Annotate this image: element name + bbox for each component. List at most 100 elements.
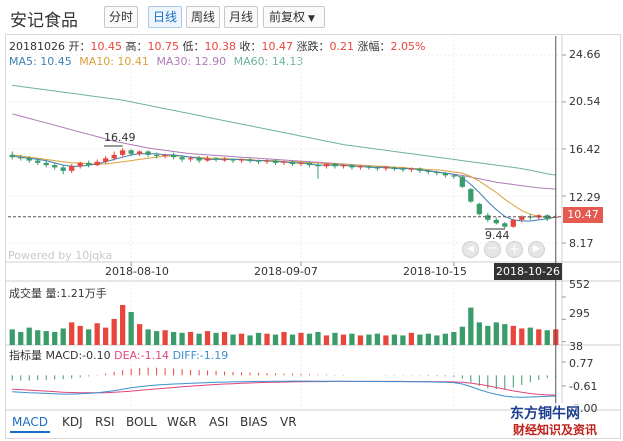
tab-daily[interactable]: 日线 (148, 6, 182, 28)
candle (408, 167, 415, 172)
change-value: 0.21 (329, 40, 355, 53)
volume-bar (170, 331, 177, 345)
candle-body (417, 168, 423, 171)
low-value: 10.38 (204, 40, 237, 53)
indicator-tab-bias[interactable]: BIAS (240, 415, 268, 429)
volume-bar (213, 332, 219, 345)
volume-bar (179, 332, 185, 345)
candle (400, 167, 406, 172)
cursor-date-label: 2018-10-26 (494, 263, 562, 280)
active-indicator-underline (10, 431, 50, 433)
close-label: 收： (239, 40, 262, 53)
indicator-tab-kdj[interactable]: KDJ (62, 415, 83, 429)
candle (485, 213, 491, 223)
indicator-tab-rsi[interactable]: RSI (95, 415, 115, 429)
volume-bar (264, 333, 270, 345)
candle (128, 149, 134, 157)
volume-bar (162, 330, 168, 345)
tab-monthly[interactable]: 月线 (224, 6, 258, 28)
candle-body (451, 175, 457, 177)
volume-bar (459, 326, 465, 345)
candle-body (281, 161, 287, 163)
zoom-out-button[interactable]: − (484, 241, 501, 258)
low-point-label: 9.44 (485, 229, 510, 242)
dea-line (12, 380, 556, 396)
candles (9, 148, 559, 229)
candle-body (255, 160, 262, 162)
tab-weekly[interactable]: 周线 (186, 6, 220, 28)
candle (459, 175, 465, 188)
zoom-in-button[interactable]: + (506, 241, 523, 258)
scroll-right-button[interactable]: ▶ (528, 241, 545, 258)
candle (255, 159, 262, 164)
candle-body (103, 158, 109, 162)
indicator-tab-asi[interactable]: ASI (209, 415, 229, 429)
brand-line-2: 财经知识及资讯 (513, 423, 598, 437)
dif-line (12, 380, 556, 398)
brand-line-1: 东方铜牛网 (510, 403, 580, 423)
candle-body (213, 158, 219, 160)
indicator-tab-vr[interactable]: VR (280, 415, 297, 429)
scroll-left-button[interactable]: ◀ (462, 241, 479, 258)
volume-bar (536, 329, 542, 345)
volume-bar (442, 333, 448, 345)
volume-bar (128, 311, 134, 345)
candle-body (52, 165, 58, 168)
indicator-tab-wr[interactable]: W&R (167, 415, 197, 429)
volume-tick-1: 552 (569, 278, 590, 291)
candle-body (442, 173, 448, 176)
ma60-line (12, 84, 556, 176)
price-tick-4: 12.29 (569, 191, 601, 204)
volume-bar (408, 332, 415, 345)
ma30-line (12, 113, 556, 190)
chart-grid (5, 34, 621, 411)
volume-bar (544, 330, 550, 345)
ma-legend: MA5: 10.45 MA10: 10.41 MA30: 12.90 MA60:… (9, 55, 303, 68)
candle (510, 218, 516, 228)
indicator-tab-boll[interactable]: BOLL (126, 415, 157, 429)
volume-bar (26, 327, 32, 345)
candle (323, 162, 330, 169)
candle (187, 156, 194, 162)
candle (264, 159, 270, 164)
current-price-tag: 10.47 (563, 207, 603, 223)
candle (332, 162, 338, 169)
volume-tick-2: 295 (569, 307, 590, 320)
candle (502, 222, 508, 229)
candle (52, 162, 58, 170)
macd-title: 指标量 (9, 349, 42, 362)
volume-bar (374, 333, 381, 345)
candle-body (247, 159, 253, 161)
volume-bar (366, 334, 372, 345)
volume-bar (60, 328, 66, 345)
candle-body (128, 150, 134, 154)
candle-body (425, 170, 432, 172)
volume-bar (332, 332, 338, 345)
indicator-tab-macd[interactable]: MACD (12, 415, 48, 429)
candle-body (196, 158, 202, 161)
diff-value: DIFF:-1.19 (172, 349, 229, 362)
candle-body (221, 159, 228, 161)
candle-body (136, 151, 143, 154)
candle (238, 158, 245, 163)
tab-intraday[interactable]: 分时 (104, 6, 138, 28)
close-value: 10.47 (261, 40, 294, 53)
macd-tick-1: 0.77 (569, 357, 594, 370)
macd-tick-2: -0.61 (569, 380, 598, 393)
price-tick-5: 8.17 (569, 237, 594, 250)
minus-icon: − (487, 241, 498, 256)
price-tick-2: 20.54 (569, 95, 601, 108)
open-label: 开： (68, 40, 91, 53)
candle (196, 156, 202, 163)
candle-body (153, 154, 160, 157)
candle (43, 160, 49, 168)
candle-body (162, 154, 168, 157)
adjust-dropdown[interactable]: 前复权 ▼ (263, 6, 325, 28)
date-tick-3: 2018-10-15 (403, 265, 467, 278)
chart-frame (5, 34, 621, 439)
volume-bar (43, 331, 49, 345)
volume-bar (153, 331, 160, 345)
candle (544, 214, 550, 221)
volume-bar (221, 331, 228, 345)
